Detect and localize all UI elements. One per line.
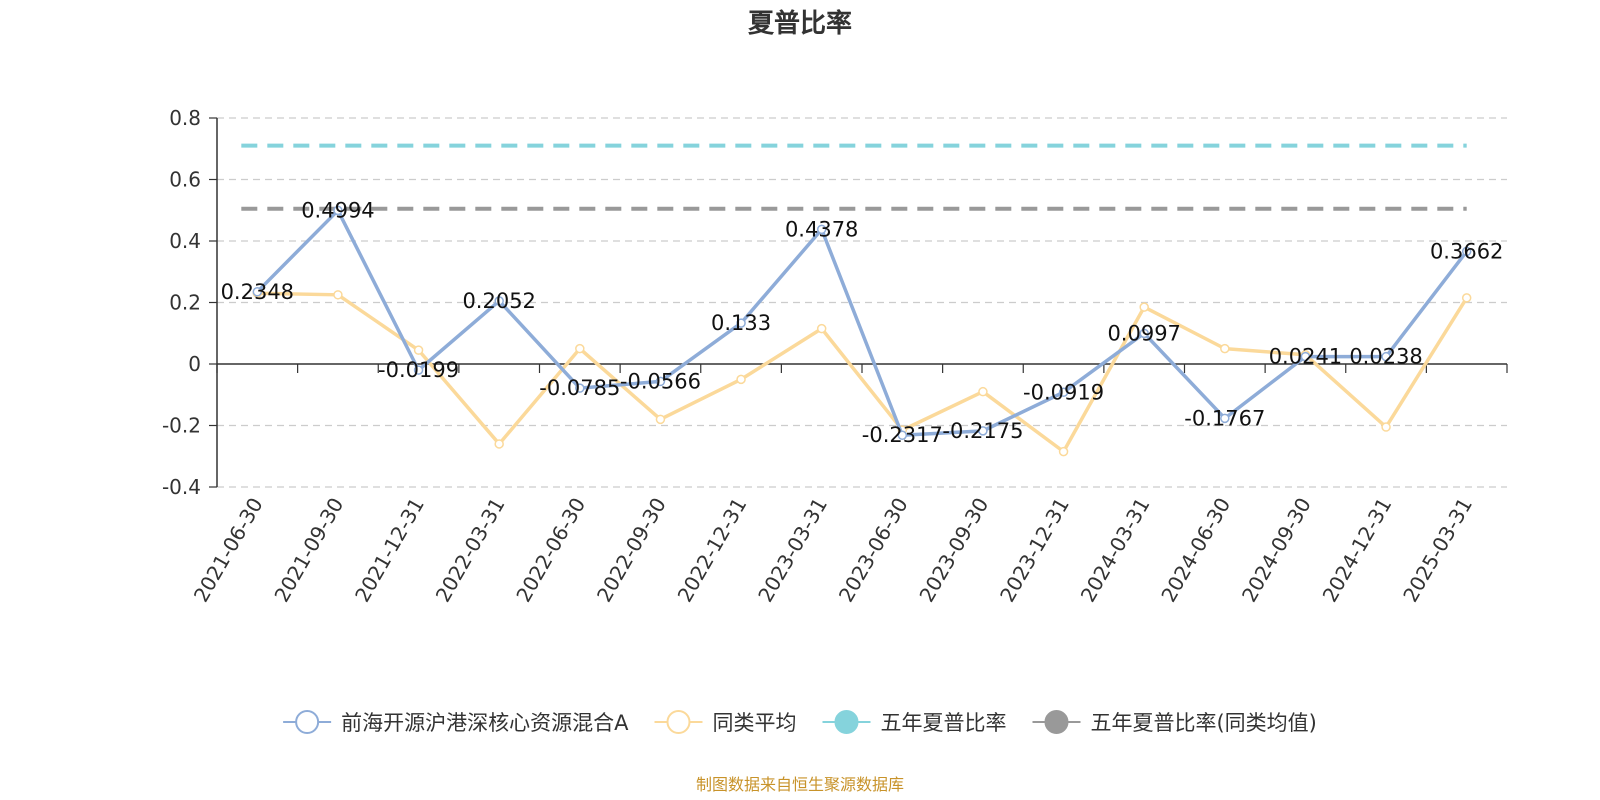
data-point: [897, 430, 908, 440]
x-tick-label: 2021-06-30: [189, 494, 268, 607]
grid-lines: [217, 117, 1507, 488]
legend-symbol: [295, 710, 320, 734]
data-point: [1139, 328, 1149, 339]
x-tick-label: 2025-03-31: [1398, 494, 1477, 607]
data-point: [575, 343, 585, 354]
data-label: -0.0199: [378, 358, 459, 382]
x-tick-label: 2024-03-31: [1076, 494, 1155, 607]
data-point: [1461, 246, 1472, 257]
x-tick-label: 2022-03-31: [431, 494, 510, 607]
x-tick-label: 2024-12-31: [1317, 494, 1396, 607]
data-labels: 0.2348 0.4994 -0.0199 0.2052 -0.0785 -0.0566 0…: [221, 198, 1504, 447]
series-line: [257, 291, 1469, 454]
data-point: [655, 376, 666, 387]
data-label: -0.0566: [620, 369, 701, 393]
x-tick-label: 2024-06-30: [1156, 494, 1235, 607]
legend-label: 同类平均: [712, 711, 796, 735]
data-point: [1220, 413, 1230, 424]
x-tick-label: 2022-12-31: [672, 494, 751, 607]
x-tick-label: 2021-12-31: [350, 494, 429, 607]
data-point: [978, 386, 988, 397]
legend-item[interactable]: 前海开源沪港深核心资源混合A: [283, 710, 629, 735]
x-tick-label: 2023-06-30: [834, 494, 913, 607]
data-point: [494, 296, 504, 306]
data-point: [1220, 343, 1230, 354]
data-label: 0.2348: [221, 280, 294, 304]
legend-label: 五年夏普比率(同类均值): [1090, 711, 1316, 735]
data-point: [1058, 446, 1069, 457]
data-point: [575, 383, 585, 393]
data-point: [252, 287, 263, 297]
y-axis: 0.8 0.6 0.4 0.2 0 -0.2 -0.4: [162, 106, 218, 499]
legend-symbol: [834, 710, 859, 734]
legend-label: 前海开源沪港深核心资源混合A: [341, 711, 629, 735]
data-point: [494, 439, 504, 449]
data-point: [736, 374, 746, 385]
y-tick-label: 0.2: [169, 291, 201, 315]
data-point: [1058, 387, 1069, 398]
x-tick-label: 2022-09-30: [592, 494, 671, 607]
data-point: [413, 345, 424, 355]
data-label: 0.4378: [785, 217, 858, 241]
x-tick-label: 2021-09-30: [269, 494, 348, 607]
data-point: [333, 205, 343, 216]
legend-symbol: [666, 710, 691, 734]
legend-item[interactable]: 同类平均: [654, 710, 796, 735]
data-point: [736, 318, 746, 328]
data-point: [978, 426, 988, 436]
x-tick-label: 2023-03-31: [753, 494, 832, 607]
x-tick-label: 2022-06-30: [511, 494, 590, 607]
legend-label: 五年夏普比率: [880, 711, 1006, 735]
data-point: [816, 323, 827, 334]
y-tick-label: 0.4: [169, 229, 201, 253]
data-point: [333, 290, 343, 300]
legend-item[interactable]: 五年夏普比率: [822, 710, 1006, 735]
y-tick-label: 0.8: [169, 106, 201, 130]
data-point: [816, 224, 827, 235]
x-axis: 2021-06-30 2021-09-30 2021-12-31 2022-03-31…: [189, 363, 1508, 607]
data-point: [1381, 422, 1391, 432]
data-label: -0.2175: [942, 419, 1023, 443]
data-point: [1300, 351, 1311, 362]
reference-lines: [241, 143, 1467, 211]
y-tick-label: -0.4: [162, 475, 201, 499]
legend-symbol: [1044, 710, 1069, 734]
data-label: 0.133: [711, 311, 771, 335]
y-tick-label: 0.6: [169, 168, 201, 192]
data-label: 0.0997: [1107, 321, 1180, 345]
source-note: 制图数据来自恒生聚源数据库: [696, 775, 904, 794]
data-label: 0.2052: [462, 289, 535, 313]
data-label: -0.0785: [539, 376, 620, 400]
y-tick-label: -0.2: [162, 414, 201, 438]
x-tick-label: 2023-09-30: [914, 494, 993, 607]
data-point: [1381, 351, 1391, 362]
series-lines: [252, 205, 1472, 457]
y-tick-label: 0: [188, 352, 201, 376]
data-point: [1461, 293, 1472, 303]
data-point: [413, 365, 424, 375]
x-tick-label: 2024-09-30: [1237, 494, 1316, 607]
series-line: [256, 208, 1469, 437]
data-label: -0.0919: [1023, 380, 1104, 404]
data-point: [655, 414, 666, 425]
data-label: 0.0238: [1349, 345, 1422, 369]
legend-item[interactable]: 五年夏普比率(同类均值): [1032, 710, 1317, 735]
chart-title: 夏普比率: [748, 8, 852, 39]
data-point: [1139, 302, 1149, 312]
data-label: -0.2317: [862, 423, 943, 447]
data-label: 0.3662: [1430, 239, 1503, 263]
x-tick-label: 2023-12-31: [995, 494, 1074, 607]
legend[interactable]: 前海开源沪港深核心资源混合A 同类平均 五年夏普比率 五年夏普比率(同类均值): [283, 710, 1317, 735]
data-label: 0.0241: [1269, 345, 1342, 369]
data-label: -0.1767: [1184, 406, 1265, 430]
data-label: 0.4994: [301, 198, 374, 222]
